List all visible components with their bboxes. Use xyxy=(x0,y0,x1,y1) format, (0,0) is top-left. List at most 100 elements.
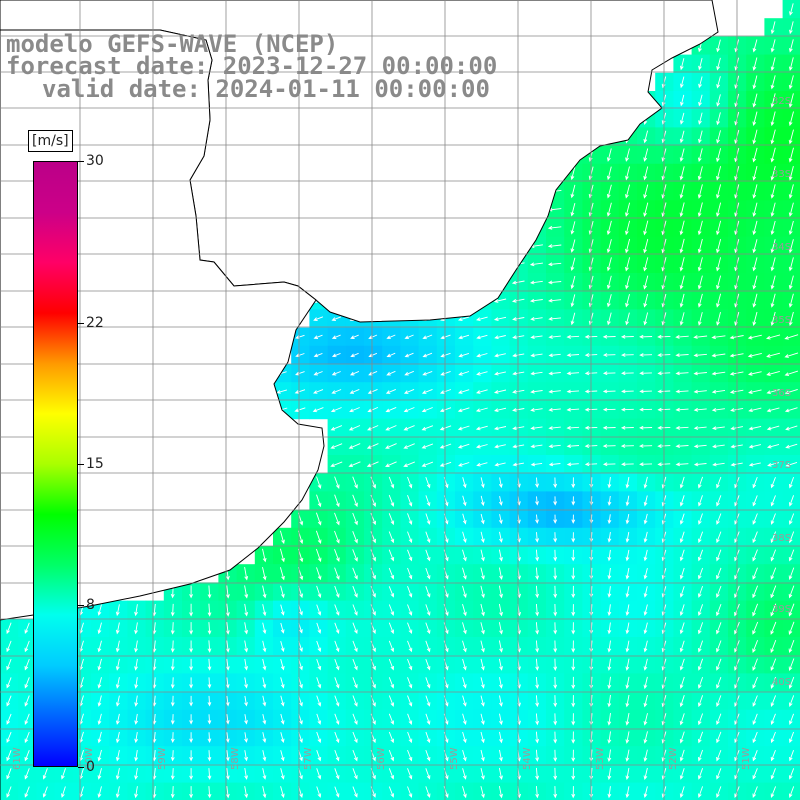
wind-arrow xyxy=(679,202,685,218)
wind-arrow xyxy=(225,603,230,617)
wind-arrow xyxy=(425,677,431,689)
wind-arrow xyxy=(643,786,648,799)
wind-arrow xyxy=(716,695,722,707)
wind-arrow xyxy=(368,370,378,376)
wind-arrow xyxy=(571,749,576,762)
colorbar-tick xyxy=(78,161,84,162)
wind-arrow xyxy=(480,622,485,635)
wind-arrow xyxy=(352,604,358,616)
title-forecast-date: forecast date: 2023-12-27 00:00:00 xyxy=(6,52,498,80)
wind-arrow xyxy=(134,640,138,653)
wind-arrow xyxy=(697,695,704,708)
wind-arrow xyxy=(535,567,540,581)
wind-arrow xyxy=(476,444,488,449)
wind-arrow xyxy=(679,166,685,181)
wind-arrow xyxy=(134,768,138,780)
wind-arrow xyxy=(566,389,580,394)
wind-arrow xyxy=(331,316,342,321)
wind-arrow xyxy=(462,531,467,543)
wind-arrow xyxy=(189,695,194,707)
wind-arrow xyxy=(584,407,598,412)
wind-arrow xyxy=(716,622,722,635)
wind-arrow xyxy=(294,407,306,413)
wind-arrow xyxy=(553,749,558,762)
wind-arrow xyxy=(788,695,795,707)
wind-arrow xyxy=(425,495,431,507)
wind-arrow xyxy=(606,294,612,308)
wind-arrow xyxy=(788,129,794,145)
wind-arrow xyxy=(625,275,630,290)
wind-arrow xyxy=(570,166,576,181)
wind-arrow xyxy=(262,658,267,671)
wind-arrow xyxy=(97,768,102,780)
wind-arrow xyxy=(621,462,634,467)
wind-arrow xyxy=(697,604,704,617)
wind-arrow xyxy=(244,567,249,581)
wind-arrow xyxy=(498,786,503,799)
longitude-label: 61W xyxy=(12,747,23,770)
wind-arrow xyxy=(693,335,708,339)
wind-arrow xyxy=(679,476,685,489)
wind-arrow xyxy=(693,407,707,412)
wind-arrow xyxy=(752,513,758,525)
wind-arrow xyxy=(422,352,433,358)
wind-arrow xyxy=(421,425,434,431)
wind-arrow xyxy=(766,407,780,413)
wind-arrow xyxy=(97,731,102,744)
wind-arrow xyxy=(425,731,431,744)
wind-arrow xyxy=(620,334,634,339)
colorbar xyxy=(33,161,78,767)
wind-arrow xyxy=(770,731,776,744)
wind-arrow xyxy=(421,461,434,467)
wind-arrow xyxy=(439,407,452,413)
wind-arrow xyxy=(352,622,358,635)
wind-arrow xyxy=(566,407,580,412)
wind-arrow xyxy=(421,443,434,449)
wind-arrow xyxy=(6,768,12,780)
wind-arrow xyxy=(697,166,703,181)
wind-arrow xyxy=(752,567,758,580)
wind-arrow xyxy=(334,585,340,598)
wind-arrow xyxy=(607,312,612,326)
wind-arrow xyxy=(476,316,488,322)
wind-arrow xyxy=(425,622,431,635)
wind-arrow xyxy=(697,658,704,671)
wind-arrow xyxy=(458,462,470,467)
wind-arrow xyxy=(788,476,795,489)
wind-arrow xyxy=(625,586,630,598)
wind-arrow xyxy=(530,335,543,340)
wind-arrow xyxy=(480,567,485,580)
wind-arrow xyxy=(711,389,726,394)
wind-arrow xyxy=(262,786,267,799)
wind-arrow xyxy=(462,786,467,799)
wind-arrow xyxy=(716,238,722,254)
wind-arrow xyxy=(711,426,725,431)
wind-arrow xyxy=(403,407,415,413)
wind-arrow xyxy=(385,406,397,413)
wind-arrow xyxy=(697,585,704,598)
wind-arrow xyxy=(189,622,194,635)
wind-arrow xyxy=(316,476,322,489)
wind-arrow xyxy=(788,239,794,254)
wind-arrow xyxy=(331,352,341,358)
wind-arrow xyxy=(716,513,722,525)
wind-arrow xyxy=(680,76,685,89)
wind-arrow xyxy=(625,166,630,181)
wind-arrow xyxy=(498,549,503,562)
wind-arrow xyxy=(439,425,452,431)
wind-arrow xyxy=(625,495,630,507)
wind-arrow xyxy=(207,750,212,762)
wind-arrow xyxy=(752,165,758,181)
wind-arrow xyxy=(498,767,503,781)
wind-arrow xyxy=(498,477,503,489)
wind-arrow xyxy=(716,567,722,580)
wind-arrow xyxy=(643,312,649,326)
wind-arrow xyxy=(115,768,120,780)
wind-arrow xyxy=(788,585,795,599)
wind-arrow xyxy=(262,585,267,599)
longitude-label: 54W xyxy=(522,747,533,770)
wind-arrow xyxy=(24,786,30,798)
wind-arrow xyxy=(789,21,794,35)
wind-arrow xyxy=(697,202,703,218)
wind-arrow xyxy=(693,389,707,394)
